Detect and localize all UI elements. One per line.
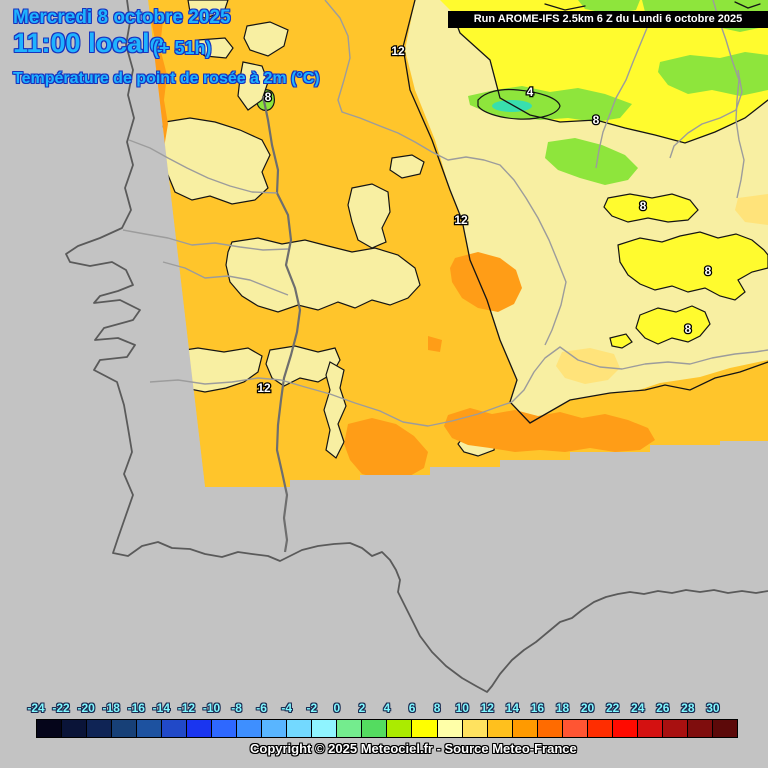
admin-boundary — [669, 69, 743, 159]
admin-boundary — [511, 346, 768, 403]
geography-lines — [65, 0, 768, 693]
admin-boundary — [149, 377, 513, 427]
scale-cell — [486, 720, 512, 737]
scale-cell — [136, 720, 162, 737]
variable-title: Température de point de rosée à 2m (°C) — [13, 70, 320, 87]
contour-labels: 12 8 4 8 12 8 8 8 12 — [256, 43, 713, 397]
contour-label: 8 — [685, 322, 692, 336]
admin-boundary — [128, 139, 278, 194]
scale-cell — [711, 720, 737, 737]
scale-cell — [586, 720, 612, 737]
contour-label: 8 — [265, 90, 272, 104]
scale-cell — [361, 720, 387, 737]
contour-label: 8 — [640, 199, 647, 213]
scale-cell — [236, 720, 262, 737]
admin-boundary — [162, 261, 289, 296]
scale-cell — [611, 720, 637, 737]
admin-boundary — [712, 0, 745, 199]
scale-cell — [536, 720, 562, 737]
contour-label: 12 — [391, 44, 405, 58]
scale-cell — [461, 720, 487, 737]
scale-cell — [86, 720, 112, 737]
copyright-text: Copyright © 2025 Meteociel.fr - Source M… — [250, 741, 577, 756]
model-domain — [148, 0, 768, 487]
scale-cell — [261, 720, 287, 737]
scale-cell — [686, 720, 712, 737]
admin-boundary — [324, 0, 567, 346]
admin-boundary — [122, 229, 289, 251]
scale-cell — [61, 720, 87, 737]
scale-cell — [111, 720, 137, 737]
scale-cell — [661, 720, 687, 737]
scale-cell — [286, 720, 312, 737]
admin-boundary — [595, 27, 648, 169]
contour-label: 12 — [257, 381, 271, 395]
scale-cell — [636, 720, 662, 737]
forecast-offset: (+ 51h) — [153, 38, 212, 58]
scale-cell — [436, 720, 462, 737]
color-scale — [36, 719, 738, 738]
scale-cell — [411, 720, 437, 737]
contour-label: 4 — [527, 85, 534, 99]
portugal-coastline — [65, 0, 768, 693]
scale-cell — [211, 720, 237, 737]
contour-label: 12 — [454, 213, 468, 227]
scale-cell — [511, 720, 537, 737]
scale-cell — [186, 720, 212, 737]
scale-cell — [37, 720, 62, 737]
scale-cell — [161, 720, 187, 737]
run-info-bar: Run AROME-IFS 2.5km 6 Z du Lundi 6 octob… — [448, 11, 768, 28]
forecast-time: 11:00 locale — [13, 28, 165, 58]
contour-label: 8 — [705, 264, 712, 278]
country-border — [261, 95, 302, 553]
scale-cell — [336, 720, 362, 737]
scale-cell — [311, 720, 337, 737]
contour-label: 8 — [593, 113, 600, 127]
forecast-date: Mercredi 8 octobre 2025 — [13, 7, 231, 28]
scale-cell — [561, 720, 587, 737]
scale-cell — [386, 720, 412, 737]
